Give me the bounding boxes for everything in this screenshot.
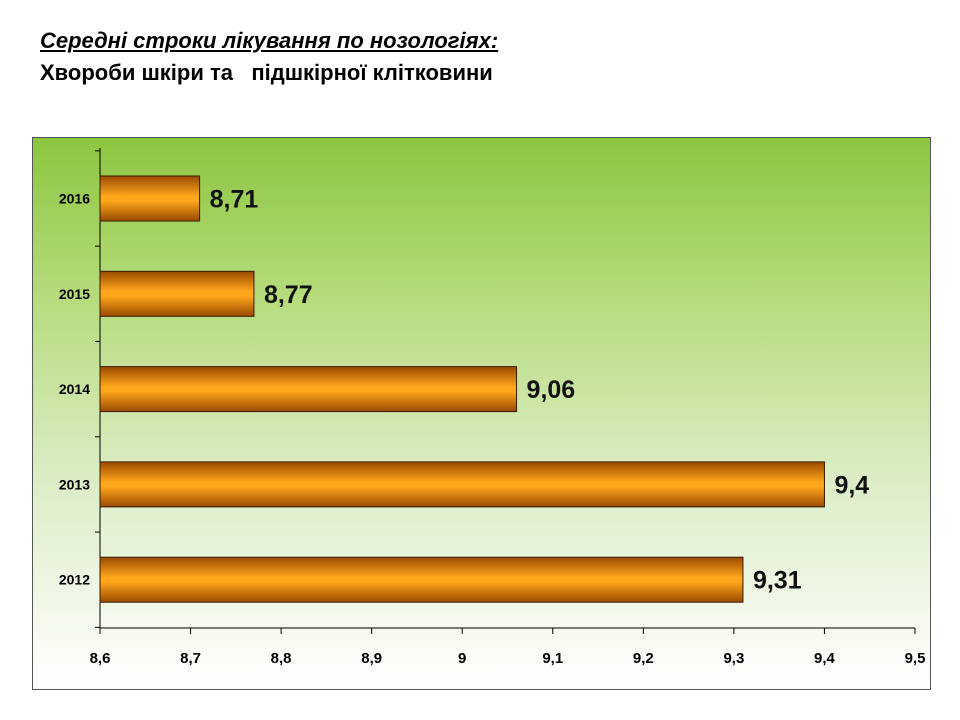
category-label: 2014 [59,381,90,397]
category-label: 2015 [59,286,90,302]
chart-area: 8,6 8,7 8,8 8,9 9 9,1 9,2 9,3 9,4 9,5 2016 8,71 2015… [32,137,931,690]
bar-chart: 8,6 8,7 8,8 8,9 9 9,1 9,2 9,3 9,4 9,5 2016 8,71 2015… [59,148,926,667]
x-tick-label: 8,8 [271,650,292,667]
x-tick-label: 9 [458,650,466,667]
data-label: 9,31 [753,567,802,595]
category-label: 2012 [59,572,90,588]
x-tick-label: 8,6 [90,650,111,667]
data-label: 8,71 [210,186,259,214]
x-tick-label: 9,5 [905,650,926,667]
bar [99,270,255,317]
category-label: 2013 [59,476,90,492]
chart-subtitle: Хвороби шкіри та підшкірної клітковини [40,60,493,85]
data-label: 8,77 [264,281,313,309]
category-label: 2016 [59,191,90,207]
x-tick-label: 9,1 [542,650,563,667]
x-tick-label: 9,4 [814,650,836,667]
data-label: 9,06 [527,376,576,404]
chart-title: Середні строки лікування по нозологіях: [40,28,499,53]
bar [99,556,744,603]
x-tick-label: 9,2 [633,650,654,667]
bar [99,461,825,508]
x-tick-label: 8,7 [180,650,201,667]
bar [99,175,201,222]
bar [99,366,518,413]
x-tick-label: 9,3 [723,650,744,667]
x-tick-label: 8,9 [361,650,382,667]
data-label: 9,4 [834,471,869,499]
